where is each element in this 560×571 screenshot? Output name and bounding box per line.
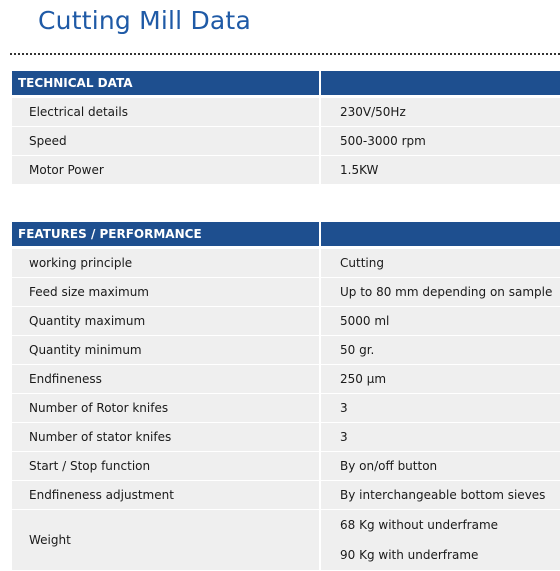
features-performance-table: FEATURES / PERFORMANCE working principle… — [12, 222, 560, 570]
row-label: working principle — [12, 248, 319, 277]
row-value: 3 — [319, 393, 560, 422]
row-value: 230V/50Hz — [319, 97, 560, 126]
row-value: 1.5KW — [319, 155, 560, 184]
row-label: Endfineness adjustment — [12, 480, 319, 509]
weight-value-2: 90 Kg with underframe — [340, 548, 479, 562]
table-row: Endfineness 250 µm — [12, 364, 560, 393]
row-label: Number of Rotor knifes — [12, 393, 319, 422]
table-row: Feed size maximum Up to 80 mm depending … — [12, 277, 560, 306]
technical-data-table: TECHNICAL DATA Electrical details 230V/5… — [12, 71, 560, 184]
row-value: Up to 80 mm depending on sample — [319, 277, 560, 306]
table-row: Quantity maximum 5000 ml — [12, 306, 560, 335]
table-row-weight: Weight 68 Kg without underframe 90 Kg wi… — [12, 509, 560, 570]
row-value: Cutting — [319, 248, 560, 277]
table-row: Quantity minimum 50 gr. — [12, 335, 560, 364]
row-label: Quantity maximum — [12, 306, 319, 335]
table-row: working principle Cutting — [12, 248, 560, 277]
page-title: Cutting Mill Data — [38, 6, 251, 35]
table-row: Start / Stop function By on/off button — [12, 451, 560, 480]
table-row: Electrical details 230V/50Hz — [12, 97, 560, 126]
dotted-divider — [10, 53, 560, 55]
table-row: Number of stator knifes 3 — [12, 422, 560, 451]
weight-value-1: 68 Kg without underframe — [340, 518, 499, 532]
row-value: By interchangeable bottom sieves — [319, 480, 560, 509]
row-label: Endfineness — [12, 364, 319, 393]
row-label: Electrical details — [12, 97, 319, 126]
row-label: Feed size maximum — [12, 277, 319, 306]
technical-data-header-blank — [319, 71, 560, 97]
row-label: Motor Power — [12, 155, 319, 184]
row-value: 250 µm — [319, 364, 560, 393]
row-value: 500-3000 rpm — [319, 126, 560, 155]
table-row: Endfineness adjustment By interchangeabl… — [12, 480, 560, 509]
weight-values: 68 Kg without underframe 90 Kg with unde… — [319, 509, 560, 570]
table-header-row: FEATURES / PERFORMANCE — [12, 222, 560, 248]
table-header-row: TECHNICAL DATA — [12, 71, 560, 97]
row-value: 50 gr. — [319, 335, 560, 364]
row-label: Weight — [12, 509, 319, 570]
row-value: 5000 ml — [319, 306, 560, 335]
table-row: Motor Power 1.5KW — [12, 155, 560, 184]
row-label: Quantity minimum — [12, 335, 319, 364]
features-header: FEATURES / PERFORMANCE — [12, 222, 319, 248]
technical-data-header: TECHNICAL DATA — [12, 71, 319, 97]
table-row: Number of Rotor knifes 3 — [12, 393, 560, 422]
row-label: Number of stator knifes — [12, 422, 319, 451]
row-value: 3 — [319, 422, 560, 451]
row-label: Start / Stop function — [12, 451, 319, 480]
row-value: By on/off button — [319, 451, 560, 480]
table-row: Speed 500-3000 rpm — [12, 126, 560, 155]
features-header-blank — [319, 222, 560, 248]
row-label: Speed — [12, 126, 319, 155]
